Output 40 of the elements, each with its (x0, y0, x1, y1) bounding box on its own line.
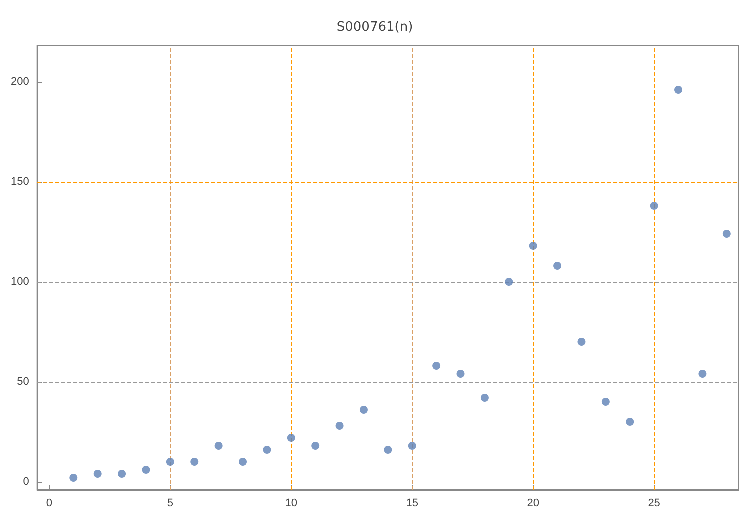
point (263, 446, 272, 454)
x-tick-label: 15 (406, 498, 418, 510)
x-tick-label: 10 (285, 498, 298, 510)
point (674, 86, 683, 94)
point (384, 446, 392, 454)
point (214, 442, 223, 450)
point (698, 370, 707, 378)
y-tick-label: 150 (10, 176, 30, 188)
y-tick-label: 200 (10, 76, 30, 88)
y-tick-label: 0 (23, 476, 30, 488)
chart-title: S000761(n) (336, 20, 414, 35)
point (650, 202, 658, 210)
point (360, 406, 368, 414)
x-tick-label: 5 (167, 498, 174, 510)
point (529, 242, 538, 250)
point (190, 458, 199, 466)
point (70, 474, 78, 482)
point (554, 262, 562, 270)
point (142, 466, 150, 474)
point (626, 418, 634, 426)
y-tick-label: 50 (17, 376, 30, 388)
point (432, 362, 441, 370)
point (166, 458, 174, 466)
point (408, 442, 416, 450)
point (287, 434, 296, 442)
point (94, 470, 102, 478)
point (505, 278, 514, 286)
y-tick-label: 100 (10, 276, 30, 288)
point (578, 338, 586, 346)
x-tick-label: 25 (648, 498, 660, 510)
point (480, 394, 489, 402)
point (336, 422, 344, 430)
x-tick-label: 20 (527, 498, 540, 510)
x-tick-label: 0 (46, 498, 53, 510)
point (239, 458, 248, 466)
point (456, 370, 465, 378)
point (312, 442, 320, 450)
point (722, 230, 731, 238)
point (118, 470, 126, 478)
point (602, 398, 610, 406)
